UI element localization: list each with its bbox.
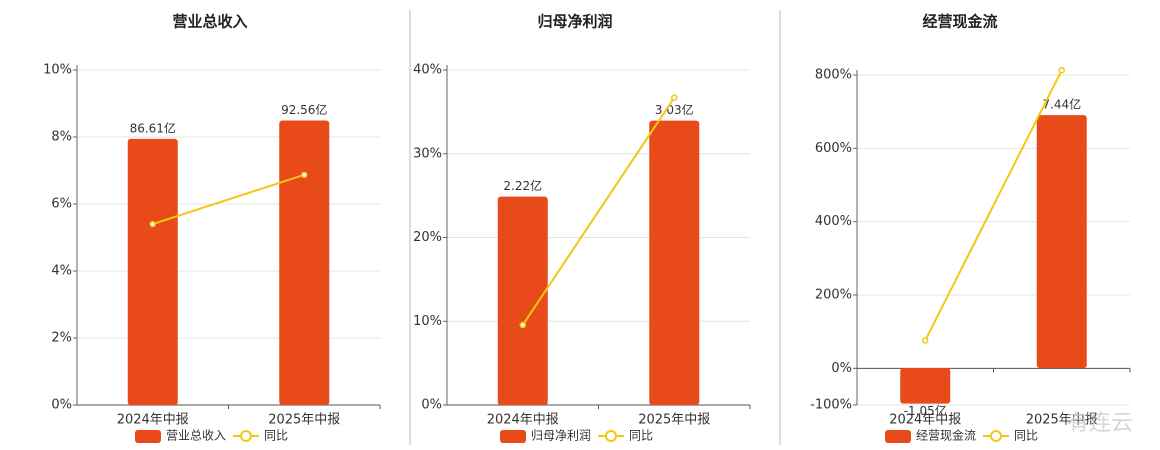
data-label: 2.22亿 [503,178,542,193]
data-label: 3.03亿 [655,102,694,117]
y-tick-label: 600% [815,141,852,156]
y-tick-label: 0% [421,398,442,413]
bar [649,120,700,405]
legend-label: 营业总收入 [166,429,226,443]
bar [497,196,548,405]
x-tick-label: 2024年中报 [889,413,961,428]
y-tick-label: 6% [51,197,72,212]
legend-label: 同比 [629,429,653,443]
yoy-point [922,337,929,344]
x-tick-label: 2024年中报 [117,413,189,428]
y-tick-label: 20% [413,230,442,245]
data-label: 7.44亿 [1042,97,1081,112]
y-tick-label: 400% [815,214,852,229]
bar [900,367,951,404]
data-label: -1.05亿 [904,403,947,418]
y-tick-label: 30% [413,146,442,161]
legend-swatch [500,430,526,443]
y-tick-label: 40% [413,63,442,78]
x-tick-label: 2025年中报 [1026,413,1098,428]
x-tick-label: 2025年中报 [268,413,340,428]
chart-title: 归母净利润 [537,13,612,31]
legend-marker [990,430,1002,442]
watermark: 有连云 [1067,411,1133,436]
bar [1036,115,1087,368]
yoy-point [149,220,156,228]
y-tick-label: 10% [43,63,72,78]
legend-swatch [885,430,911,443]
legend-label: 同比 [1014,429,1038,443]
chart-title: 经营现金流 [922,13,997,31]
yoy-point [301,171,308,179]
bar [279,120,330,405]
y-tick-label: 200% [815,288,852,303]
yoy-line [521,97,676,326]
y-tick-label: 10% [413,314,442,329]
y-tick-label: 8% [51,130,72,145]
chart-title: 营业总收入 [172,13,247,31]
yoy-point [671,94,678,101]
y-tick-label: -100% [810,398,852,413]
legend-marker [605,430,617,442]
x-tick-label: 2024年中报 [487,413,559,428]
legend-label: 归母净利润 [531,429,591,443]
data-label: 92.56亿 [281,102,327,117]
legend-marker [240,430,252,442]
bar [127,138,178,406]
y-tick-label: 0% [51,398,72,413]
yoy-point [519,321,526,329]
x-tick-label: 2025年中报 [638,413,710,428]
legend-swatch [135,430,161,443]
yoy-line [924,69,1063,341]
y-tick-label: 4% [51,264,72,279]
y-tick-label: 0% [831,361,852,376]
data-label: 86.61亿 [130,120,176,135]
yoy-point [1058,66,1065,74]
y-tick-label: 800% [815,68,852,83]
yoy-line [152,173,305,226]
legend-label: 同比 [264,429,288,443]
legend-label: 经营现金流 [916,428,976,443]
y-tick-label: 2% [51,331,72,346]
